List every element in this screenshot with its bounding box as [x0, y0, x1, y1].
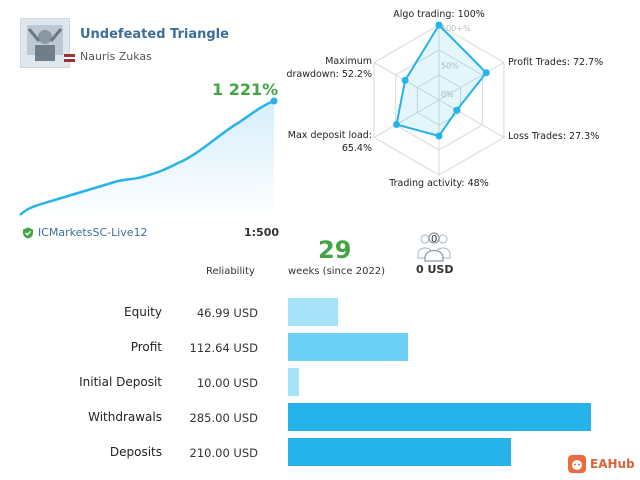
radar-ring-label: 50%	[441, 62, 459, 71]
subscribers-icon	[417, 232, 451, 262]
shield-check-icon	[23, 227, 33, 238]
subscribers-count: 0	[431, 234, 438, 245]
radar-point	[435, 21, 443, 29]
row-value: 285.00 USD	[189, 411, 258, 425]
radar-axis-label: Algo trading: 100%	[393, 9, 485, 20]
radar-axis-label: Max deposit load:	[288, 130, 372, 141]
row-label: Initial Deposit	[79, 375, 162, 389]
row-bar	[288, 403, 591, 431]
radar-point	[435, 132, 443, 140]
radar-axis-label: drawdown: 52.2%	[286, 69, 372, 80]
weeks-count: 29	[318, 236, 352, 264]
radar-axis-label: Profit Trades: 72.7%	[508, 57, 603, 68]
avatar[interactable]	[20, 18, 70, 68]
row-value: 112.64 USD	[189, 341, 258, 355]
row-label: Deposits	[109, 445, 162, 459]
radar-point	[401, 76, 409, 84]
radar-axis-label: Trading activity: 48%	[388, 178, 489, 189]
eahub-logo-icon	[568, 455, 586, 473]
radar-axis-label: Maximum	[325, 56, 372, 67]
leverage: 1:500	[244, 226, 280, 239]
radar-spoke	[438, 99, 505, 138]
growth-chart	[19, 97, 278, 220]
author-name[interactable]: Nauris Zukas	[80, 50, 152, 63]
subscription-price: 0 USD	[416, 263, 454, 276]
radar-point	[453, 106, 461, 114]
row-bar	[288, 368, 299, 396]
broker-label: ICMarketsSC-Live12	[38, 226, 148, 239]
radar-point	[393, 121, 401, 129]
radar-axis-label: 65.4%	[342, 143, 372, 154]
row-label: Profit	[130, 340, 162, 354]
brand: EAHub	[568, 455, 635, 473]
weeks-label: weeks (since 2022)	[288, 266, 386, 277]
signal-title[interactable]: Undefeated Triangle	[80, 27, 229, 42]
growth-area	[20, 101, 274, 220]
growth-line	[19, 99, 275, 216]
row-value: 210.00 USD	[189, 446, 258, 460]
radar-spoke	[438, 62, 505, 101]
row-value: 46.99 USD	[196, 306, 258, 320]
row-bar	[288, 298, 338, 326]
row-label: Equity	[124, 305, 162, 319]
broker[interactable]: ICMarketsSC-Live12	[22, 226, 148, 239]
growth-value: 1 221%	[212, 80, 279, 99]
reliability-label: Reliability	[206, 266, 255, 277]
latvia-flag-icon	[64, 54, 75, 62]
brand-label: EAHub	[590, 457, 635, 471]
radar-ring-label: 0%	[441, 90, 454, 99]
radar-point	[482, 69, 490, 77]
radar-spoke	[373, 99, 440, 138]
growth-endpoint	[270, 97, 278, 105]
radar-chart: 100+% 50% 0% Algo trading: 100% Profit Trade…	[286, 9, 603, 189]
radar-ring-label: 100+%	[441, 24, 471, 33]
radar-axis-label: Loss Trades: 27.3%	[508, 131, 599, 142]
row-bar	[288, 333, 408, 361]
row-label: Withdrawals	[88, 410, 162, 424]
row-value: 10.00 USD	[196, 376, 258, 390]
row-bar	[288, 438, 512, 466]
